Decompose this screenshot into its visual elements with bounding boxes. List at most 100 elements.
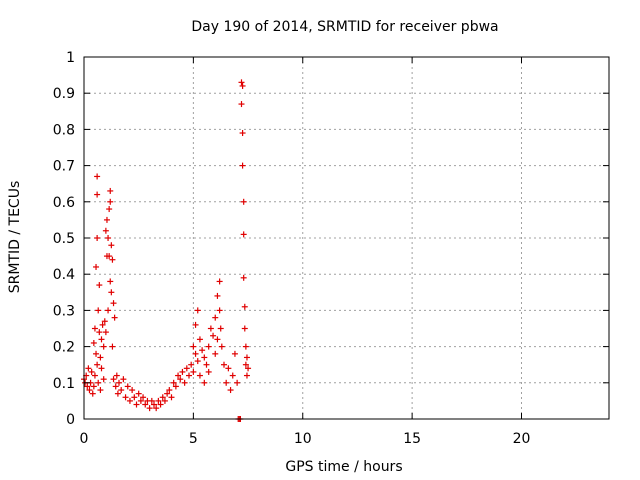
data-point [203, 361, 210, 368]
data-point [194, 307, 201, 314]
data-point [148, 397, 155, 404]
x-tick-label: 5 [189, 431, 198, 447]
data-point [107, 187, 114, 194]
data-point [106, 206, 113, 213]
data-point [96, 329, 103, 336]
data-point [95, 307, 102, 314]
y-tick-label: 0.9 [53, 86, 75, 102]
data-series [81, 79, 252, 422]
data-point [216, 307, 223, 314]
y-tick-label: 0.1 [53, 376, 75, 392]
x-axis: 0 5 10 15 20 [80, 57, 531, 447]
y-tick-label: 1 [66, 50, 75, 66]
data-point [240, 198, 247, 205]
data-point [110, 300, 117, 307]
data-point [114, 390, 121, 397]
data-point [111, 314, 118, 321]
data-point [116, 379, 122, 386]
data-point [212, 350, 219, 357]
data-point [137, 397, 144, 404]
data-point [243, 354, 250, 361]
data-point [234, 379, 241, 386]
data-point [192, 350, 199, 357]
data-point [107, 278, 114, 285]
data-point [122, 394, 129, 401]
data-point [217, 325, 224, 332]
data-point [90, 383, 97, 390]
data-point [151, 401, 157, 408]
data-point [95, 379, 102, 386]
data-point [98, 365, 105, 372]
data-point [112, 383, 119, 390]
data-point [131, 394, 138, 401]
data-point [98, 336, 105, 343]
data-point [164, 390, 171, 397]
data-point [91, 325, 98, 332]
data-point [109, 256, 116, 263]
data-point [97, 354, 104, 361]
data-point [205, 343, 212, 350]
data-point [105, 235, 112, 241]
data-point [239, 130, 246, 137]
x-tick-label: 20 [513, 431, 531, 447]
data-point [201, 379, 208, 386]
data-point [225, 365, 232, 372]
data-point [110, 376, 117, 383]
data-point [221, 361, 227, 368]
x-tick-label: 0 [80, 431, 89, 447]
data-point [186, 372, 192, 379]
data-point [88, 368, 95, 375]
data-point [89, 390, 96, 397]
y-tick-label: 0.3 [53, 303, 75, 319]
data-point [105, 307, 112, 314]
data-point [96, 282, 103, 289]
y-tick-label: 0.4 [53, 267, 75, 283]
data-point [223, 379, 230, 386]
y-axis: 0 0.1 0.2 0.3 0.4 0.5 0.6 0.7 0.8 0.9 1 [53, 50, 609, 428]
data-point [106, 253, 113, 260]
data-point [241, 303, 248, 310]
data-point [214, 336, 221, 343]
data-point [101, 318, 108, 325]
data-point [166, 387, 173, 394]
data-point [212, 314, 219, 321]
data-point [159, 394, 166, 401]
data-point [205, 368, 212, 375]
data-point [196, 372, 203, 379]
data-point [190, 368, 197, 375]
y-tick-label: 0.6 [53, 195, 75, 211]
data-point [99, 321, 106, 328]
x-axis-title: GPS time / hours [285, 459, 402, 475]
data-point [207, 325, 214, 332]
data-point [242, 361, 249, 368]
y-axis-title: SRMTID / TECUs [7, 181, 23, 294]
data-point [241, 325, 248, 332]
y-tick-label: 0.5 [53, 231, 75, 247]
data-point [94, 173, 101, 180]
x-tick-label: 15 [403, 431, 421, 447]
data-point [100, 376, 107, 383]
y-tick-label: 0.2 [53, 340, 75, 356]
data-point [102, 329, 109, 336]
data-point [181, 379, 188, 386]
data-point [168, 394, 175, 401]
data-point [245, 365, 252, 372]
data-point [210, 332, 217, 339]
data-point [183, 365, 190, 372]
y-tick-label: 0.7 [53, 159, 75, 175]
data-point [175, 372, 182, 379]
data-point [109, 343, 116, 350]
data-point [153, 405, 160, 412]
data-point [120, 376, 127, 383]
y-tick-label: 0 [66, 412, 75, 428]
data-point [227, 387, 234, 394]
data-point [124, 383, 131, 390]
data-point [194, 358, 201, 365]
data-point [243, 372, 250, 379]
data-point [229, 372, 236, 379]
data-point [118, 387, 125, 394]
data-point [188, 361, 195, 368]
data-point [94, 191, 101, 198]
data-point [140, 394, 147, 401]
